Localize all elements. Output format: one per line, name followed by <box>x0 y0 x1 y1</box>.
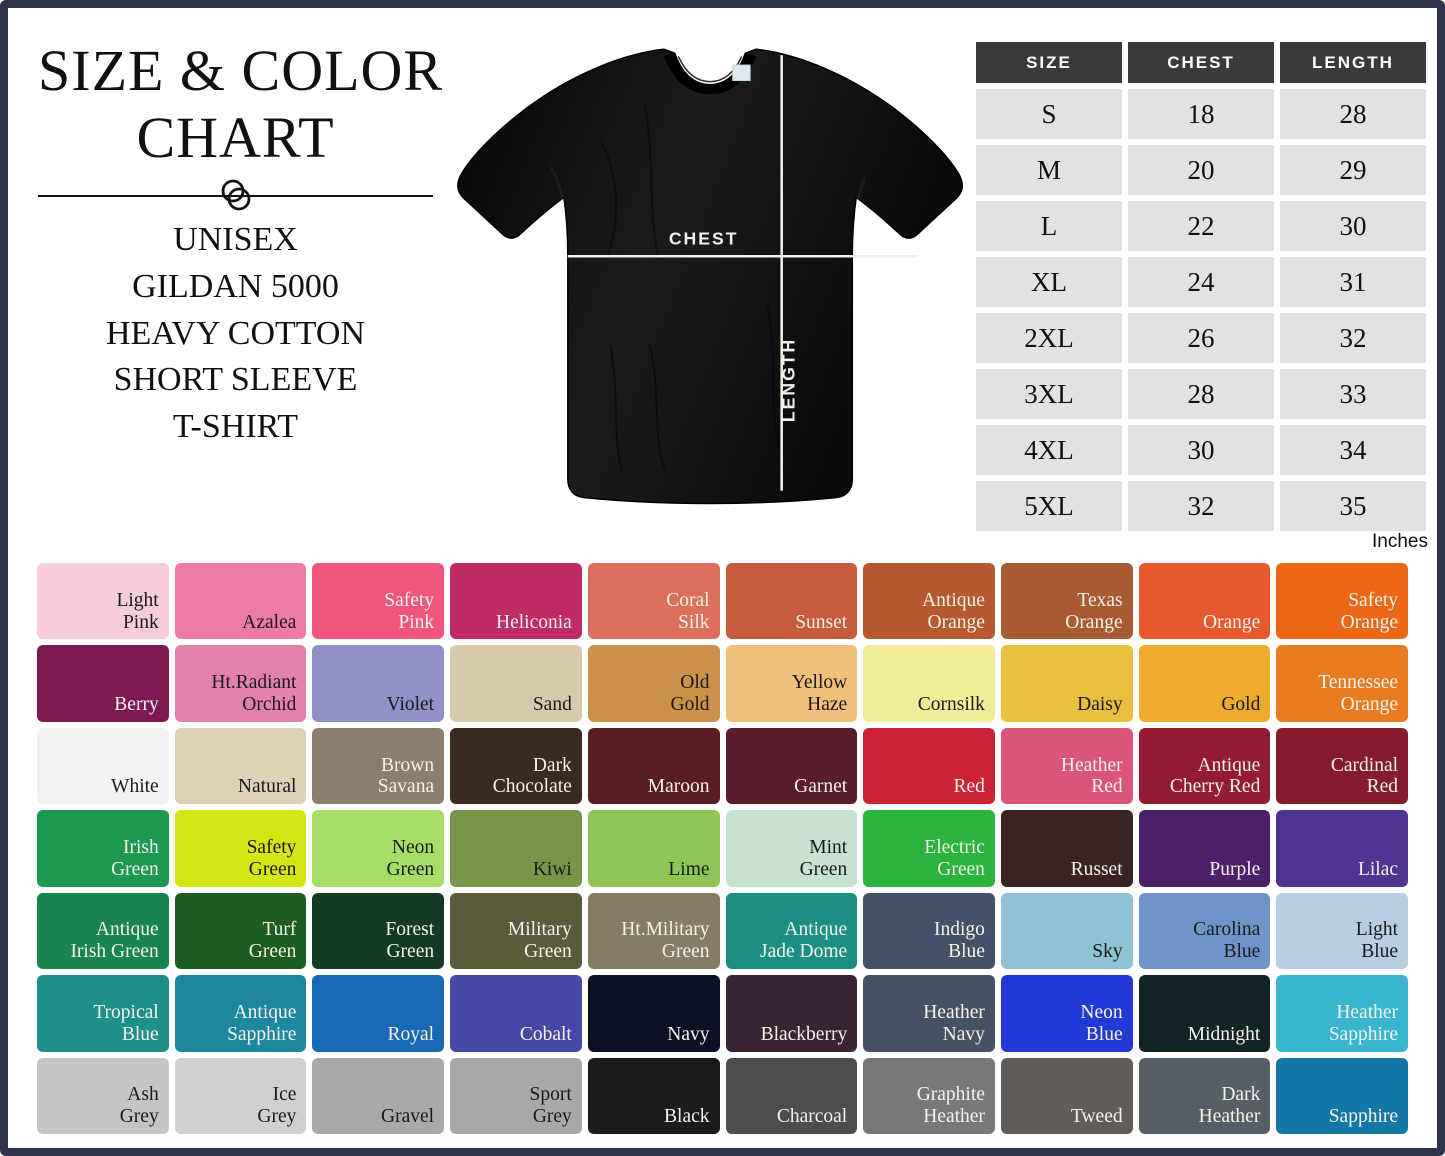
svg-text:CHEST: CHEST <box>669 228 739 248</box>
svg-text:LENGTH: LENGTH <box>778 338 798 422</box>
